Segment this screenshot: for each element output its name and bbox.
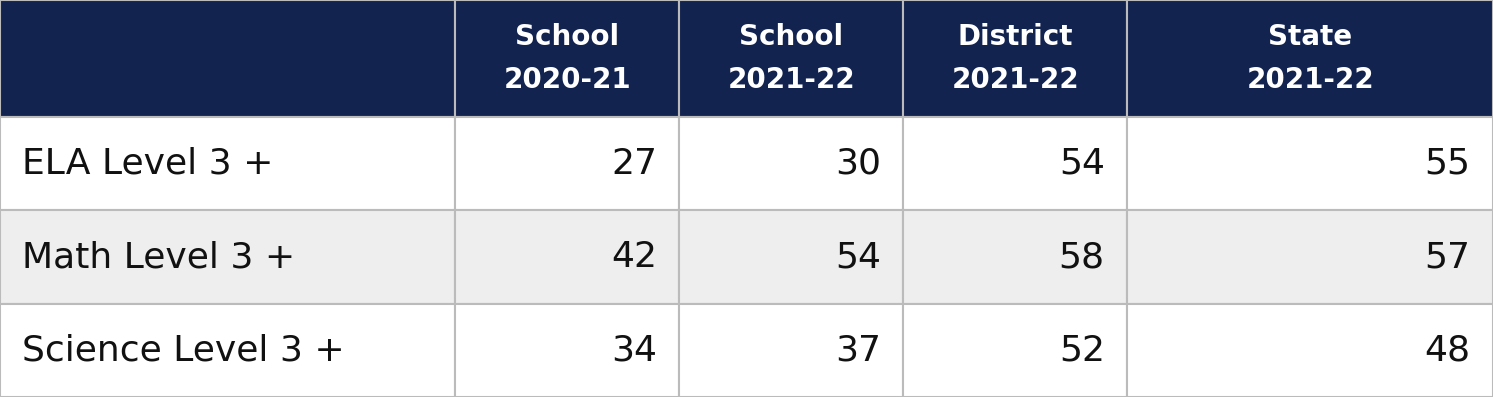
Text: 48: 48 bbox=[1424, 333, 1471, 367]
FancyBboxPatch shape bbox=[1127, 304, 1493, 397]
Text: 34: 34 bbox=[611, 333, 657, 367]
Text: 55: 55 bbox=[1424, 147, 1471, 181]
Text: 2020-21: 2020-21 bbox=[503, 66, 632, 94]
Text: 52: 52 bbox=[1059, 333, 1105, 367]
Text: 54: 54 bbox=[835, 240, 881, 274]
Text: Science Level 3 +: Science Level 3 + bbox=[22, 333, 345, 367]
Text: 27: 27 bbox=[611, 147, 657, 181]
Text: 42: 42 bbox=[611, 240, 657, 274]
Text: School: School bbox=[739, 23, 844, 51]
Text: School: School bbox=[515, 23, 620, 51]
FancyBboxPatch shape bbox=[679, 117, 903, 210]
FancyBboxPatch shape bbox=[455, 304, 679, 397]
FancyBboxPatch shape bbox=[1127, 210, 1493, 304]
Text: 58: 58 bbox=[1059, 240, 1105, 274]
Text: 54: 54 bbox=[1059, 147, 1105, 181]
Text: State: State bbox=[1268, 23, 1353, 51]
Text: Math Level 3 +: Math Level 3 + bbox=[22, 240, 296, 274]
FancyBboxPatch shape bbox=[679, 0, 903, 117]
FancyBboxPatch shape bbox=[679, 304, 903, 397]
FancyBboxPatch shape bbox=[455, 210, 679, 304]
FancyBboxPatch shape bbox=[0, 304, 455, 397]
Text: ELA Level 3 +: ELA Level 3 + bbox=[22, 147, 273, 181]
FancyBboxPatch shape bbox=[0, 0, 455, 117]
FancyBboxPatch shape bbox=[455, 117, 679, 210]
FancyBboxPatch shape bbox=[903, 304, 1127, 397]
FancyBboxPatch shape bbox=[0, 210, 455, 304]
Text: 2021-22: 2021-22 bbox=[727, 66, 855, 94]
Text: 37: 37 bbox=[835, 333, 881, 367]
FancyBboxPatch shape bbox=[0, 117, 455, 210]
FancyBboxPatch shape bbox=[1127, 0, 1493, 117]
FancyBboxPatch shape bbox=[903, 210, 1127, 304]
FancyBboxPatch shape bbox=[903, 117, 1127, 210]
Text: District: District bbox=[957, 23, 1073, 51]
FancyBboxPatch shape bbox=[455, 0, 679, 117]
Text: 2021-22: 2021-22 bbox=[1247, 66, 1374, 94]
Text: 30: 30 bbox=[835, 147, 881, 181]
Text: 2021-22: 2021-22 bbox=[951, 66, 1079, 94]
FancyBboxPatch shape bbox=[1127, 117, 1493, 210]
Text: 57: 57 bbox=[1424, 240, 1471, 274]
FancyBboxPatch shape bbox=[679, 210, 903, 304]
FancyBboxPatch shape bbox=[903, 0, 1127, 117]
